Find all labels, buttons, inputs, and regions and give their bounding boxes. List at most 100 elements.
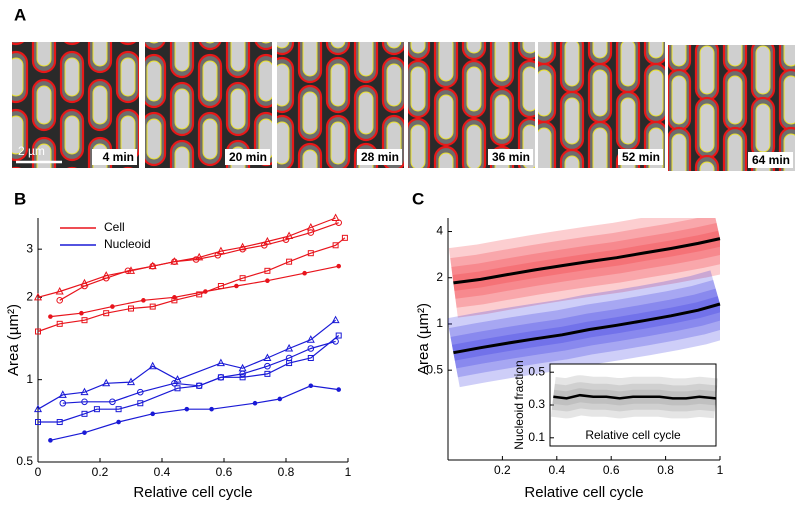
inset-background <box>549 363 717 447</box>
y-tick-label: 1 <box>436 316 443 330</box>
series-line <box>50 265 339 318</box>
cell-outline <box>12 42 25 46</box>
marker <box>110 304 115 309</box>
nucleoid <box>174 146 190 168</box>
nucleoid <box>358 42 374 77</box>
nucleoid <box>727 75 743 125</box>
nucleoid <box>620 97 636 145</box>
nucleoid <box>120 57 136 97</box>
marker <box>35 419 41 426</box>
y-tick-label: 4 <box>436 224 443 238</box>
cells <box>408 42 535 233</box>
marker <box>81 410 88 417</box>
cell-outline <box>533 180 555 238</box>
cell-outline <box>198 42 222 51</box>
nucleoid <box>727 133 743 171</box>
mean-line <box>553 393 717 400</box>
marker <box>308 383 314 389</box>
nucleoid <box>92 85 108 125</box>
nucleoid <box>538 127 552 168</box>
marker <box>102 378 111 387</box>
nucleoid <box>466 124 482 168</box>
cell-outline <box>463 177 485 233</box>
marker <box>239 370 246 378</box>
x-axis-label: Relative cell cycle <box>133 484 252 501</box>
nucleoid <box>64 115 80 155</box>
nucleoid <box>359 208 373 250</box>
y-tick-label: 0.5 <box>528 364 545 378</box>
time-label-box <box>748 152 793 168</box>
nucleoid <box>671 45 687 67</box>
nucleoid <box>36 85 52 125</box>
cells <box>12 42 139 246</box>
marker <box>209 406 214 412</box>
marker <box>150 411 155 417</box>
marker <box>137 400 144 407</box>
nucleoid <box>620 42 636 87</box>
frame: 64 min <box>668 45 795 268</box>
nucleoid <box>671 75 687 125</box>
time-label: 52 min <box>622 150 660 164</box>
nucleoid <box>358 91 374 135</box>
nucleoid <box>175 205 189 245</box>
nucleoid <box>37 202 51 240</box>
cell-outline <box>255 171 277 223</box>
nucleoid <box>592 69 608 117</box>
nucleoid <box>756 220 770 268</box>
panel-label: A <box>14 5 26 24</box>
cell-outline <box>724 186 746 246</box>
nucleoid <box>149 42 159 44</box>
legend-label: Cell <box>104 220 125 234</box>
nucleoid <box>783 75 795 125</box>
nucleoid <box>330 42 346 49</box>
y-tick-label: 0.1 <box>528 430 545 444</box>
marker <box>184 406 190 412</box>
x-tick-label: 0.2 <box>494 463 511 477</box>
marker <box>331 213 340 221</box>
nucleoid <box>564 97 580 145</box>
x-tick-label: 0.8 <box>278 465 295 479</box>
frame: 20 min <box>145 42 277 245</box>
marker <box>335 332 342 339</box>
cell-outline <box>33 196 55 246</box>
nucleoid <box>648 69 664 117</box>
y-axis-label: Area (µm²) <box>5 304 22 376</box>
marker <box>277 396 283 402</box>
nucleoid <box>64 57 80 97</box>
nucleoid <box>36 42 52 67</box>
time-label-box <box>618 149 663 165</box>
nucleoid <box>467 183 481 227</box>
marker <box>285 343 294 352</box>
marker <box>56 320 63 327</box>
nucleoid <box>203 177 217 217</box>
marker <box>307 250 314 257</box>
marker <box>286 258 293 265</box>
nucleoid <box>92 42 108 67</box>
marker <box>264 370 271 377</box>
cell-outline <box>63 42 81 46</box>
nucleoid <box>564 155 580 168</box>
mean-line <box>453 237 721 285</box>
x-tick-label: 0.4 <box>548 463 565 477</box>
marker <box>307 355 314 362</box>
series-line <box>37 319 336 410</box>
nucleoid <box>205 42 215 44</box>
cell-outline <box>66 166 78 168</box>
panel-label: B <box>14 189 26 208</box>
marker <box>192 256 200 263</box>
marker <box>171 258 178 265</box>
time-label-box <box>92 149 137 165</box>
nucleoid <box>230 88 246 130</box>
nucleoid <box>174 88 190 130</box>
nucleoid <box>410 42 426 54</box>
marker <box>33 292 43 301</box>
marker <box>216 358 225 367</box>
nucleoid <box>538 42 552 59</box>
nucleoid <box>387 180 401 222</box>
marker <box>80 387 89 396</box>
x-tick-label: 1 <box>345 465 352 479</box>
nucleoid <box>727 45 743 67</box>
nucleoid <box>259 177 273 217</box>
marker <box>109 398 116 406</box>
marker <box>115 406 122 413</box>
